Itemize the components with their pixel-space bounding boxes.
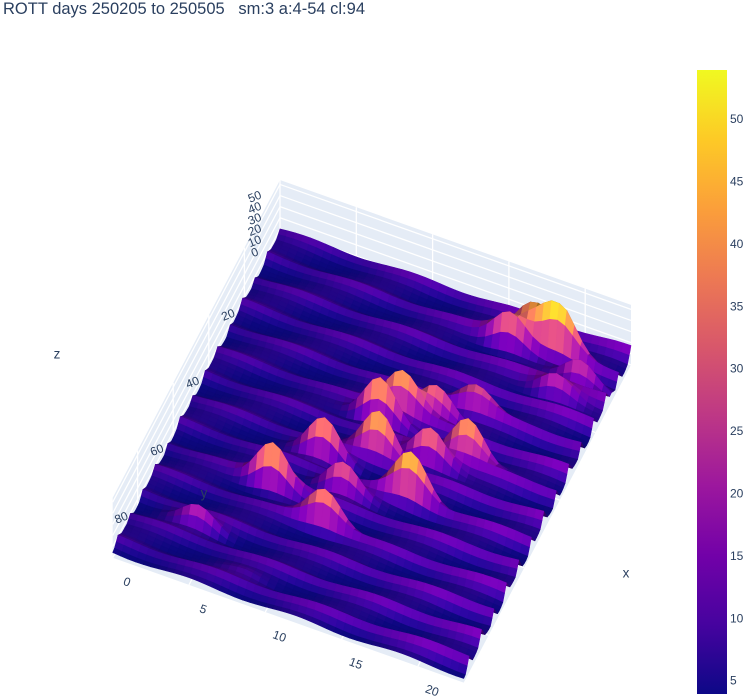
x-tick-label: 10 [271, 627, 289, 645]
x-tick-label: 5 [198, 601, 209, 617]
colorbar-gradient [697, 70, 727, 694]
z-gridline [112, 184, 281, 503]
z-gridline [112, 228, 281, 547]
z-gridline [112, 217, 281, 536]
x-axis-title: x [623, 566, 630, 581]
y-axis-title: y [201, 486, 208, 501]
surface-mesh[interactable] [112, 228, 632, 679]
z-gridline [279, 183, 632, 310]
z-gridline [279, 194, 632, 322]
z-gridline [279, 206, 632, 333]
colorbar-tick-label: 15 [730, 549, 744, 563]
colorbar-tick-label: 40 [730, 237, 744, 251]
z-axis-title: z [54, 347, 61, 362]
colorbar-tick-label: 30 [730, 362, 744, 376]
colorbar: 5 10 15 20 25 30 35 40 45 50 [697, 70, 744, 694]
x-tick-label: 15 [347, 655, 365, 673]
colorbar-tick-label: 25 [730, 424, 744, 438]
x-tick-label: 20 [423, 682, 441, 698]
colorbar-tick-label: 45 [730, 174, 744, 188]
colorbar-tick-label: 20 [730, 486, 744, 500]
colorbar-tick-label: 50 [730, 112, 744, 126]
chart-title: ROTT days 250205 to 250505 sm:3 a:4-54 c… [3, 0, 365, 18]
colorbar-tick-label: 35 [730, 299, 744, 313]
x-tick-label: 0 [121, 574, 132, 590]
z-gridline [112, 195, 281, 514]
colorbar-tick-label: 10 [730, 611, 744, 625]
z-gridline [112, 206, 281, 525]
colorbar-tick-label: 5 [730, 674, 737, 688]
